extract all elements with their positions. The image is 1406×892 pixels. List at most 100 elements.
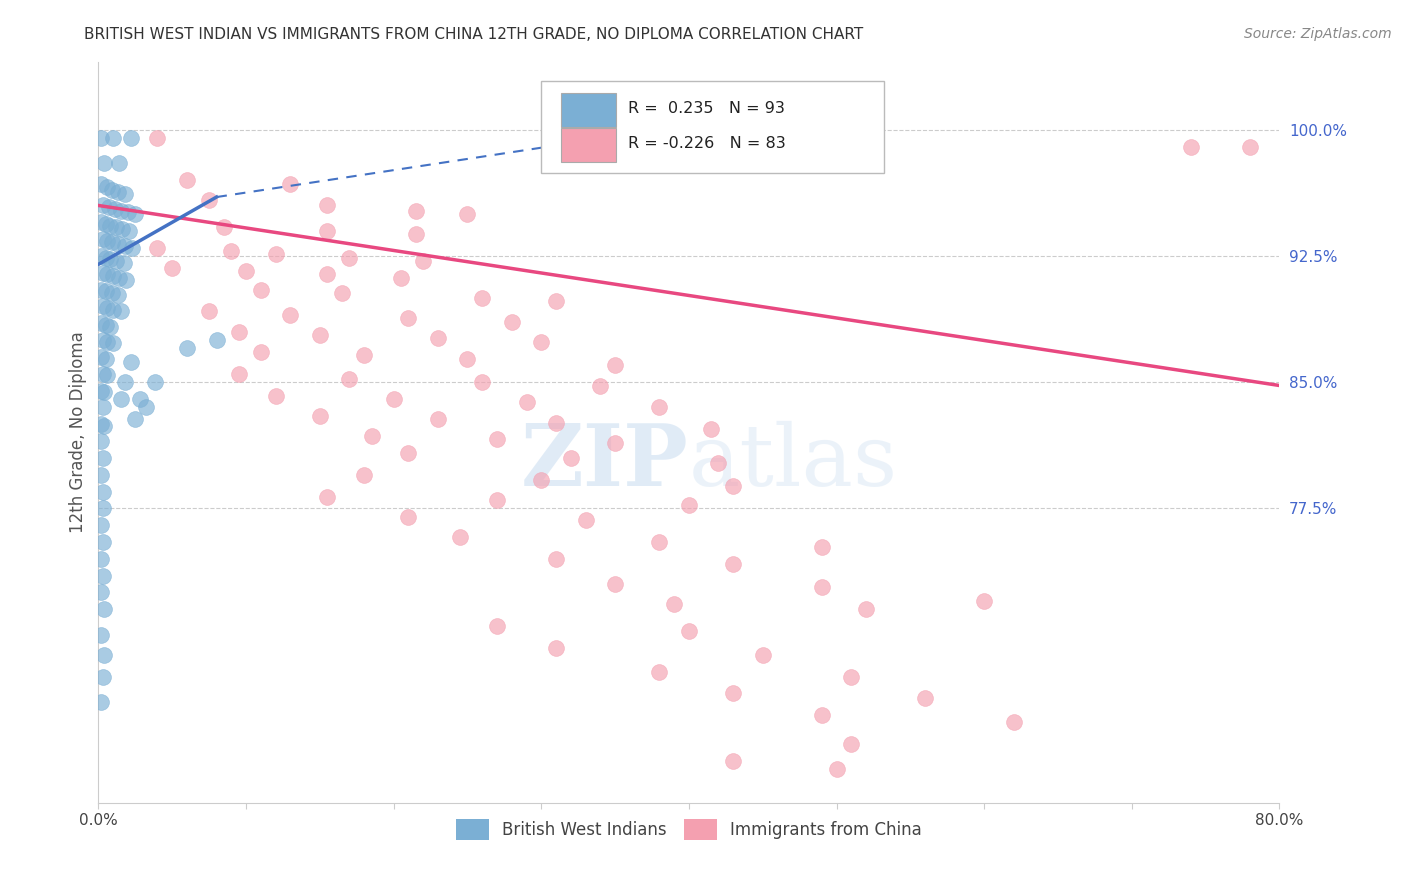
Point	[96, 301, 118, 315]
Point	[94, 217, 117, 231]
Point	[91, 535, 114, 549]
Point	[471, 291, 494, 305]
Point	[91, 501, 114, 516]
Point	[100, 235, 122, 250]
Point	[91, 367, 114, 381]
Point	[810, 581, 832, 595]
Point	[108, 270, 131, 285]
Point	[530, 473, 553, 487]
Legend: British West Indians, Immigrants from China: British West Indians, Immigrants from Ch…	[449, 813, 929, 847]
Point	[135, 401, 157, 415]
Point	[205, 333, 228, 347]
Point	[110, 304, 132, 318]
Point	[648, 535, 671, 549]
Point	[90, 551, 112, 566]
Point	[486, 619, 509, 633]
Point	[339, 372, 361, 386]
Point	[449, 530, 471, 544]
Point	[471, 375, 494, 389]
Point	[114, 186, 136, 201]
Point	[90, 585, 112, 599]
Point	[90, 316, 112, 330]
Point	[605, 359, 627, 373]
Point	[841, 737, 863, 751]
Point	[176, 342, 198, 356]
Point	[124, 412, 146, 426]
Point	[91, 198, 114, 212]
Point	[93, 648, 115, 662]
Point	[100, 285, 122, 300]
Point	[605, 577, 627, 591]
Point	[457, 207, 479, 221]
Point	[825, 762, 848, 776]
Point	[176, 173, 198, 187]
Point	[117, 205, 139, 219]
Point	[250, 283, 273, 297]
Point	[198, 194, 221, 208]
Point	[96, 334, 118, 349]
Point	[486, 492, 509, 507]
Text: R =  0.235   N = 93: R = 0.235 N = 93	[627, 101, 785, 116]
Point	[103, 131, 125, 145]
Point	[91, 401, 114, 415]
Point	[100, 183, 122, 197]
Point	[605, 435, 627, 450]
Point	[516, 395, 538, 409]
Point	[648, 665, 671, 679]
Point	[316, 224, 339, 238]
Point	[98, 319, 121, 334]
Point	[143, 375, 166, 389]
Point	[330, 285, 353, 300]
Point	[560, 450, 582, 465]
Point	[120, 131, 142, 145]
Point	[114, 375, 136, 389]
Point	[90, 434, 112, 448]
Point	[110, 203, 132, 218]
Point	[353, 467, 375, 482]
Point	[91, 266, 114, 280]
Point	[427, 331, 450, 345]
Point	[90, 131, 112, 145]
Point	[501, 315, 523, 329]
Point	[103, 302, 125, 317]
Point	[93, 156, 115, 170]
FancyBboxPatch shape	[541, 81, 884, 173]
Point	[104, 202, 127, 216]
Point	[91, 333, 114, 347]
Point	[94, 285, 117, 299]
Point	[486, 433, 509, 447]
Point	[280, 177, 302, 191]
Point	[90, 627, 112, 641]
Point	[115, 272, 138, 286]
Point	[1180, 139, 1202, 153]
Point	[91, 300, 114, 314]
Point	[90, 417, 112, 432]
Point	[90, 215, 112, 229]
Point	[93, 418, 115, 433]
Point	[93, 385, 115, 400]
Point	[855, 602, 877, 616]
Point	[412, 254, 434, 268]
Point	[93, 602, 115, 616]
Point	[97, 200, 120, 214]
Point	[110, 392, 132, 406]
Point	[94, 318, 117, 332]
Point	[118, 224, 141, 238]
Text: R = -0.226   N = 83: R = -0.226 N = 83	[627, 136, 786, 152]
Point	[316, 198, 339, 212]
Point	[96, 268, 118, 282]
Point	[398, 509, 420, 524]
Point	[228, 325, 250, 339]
Point	[648, 401, 671, 415]
Point	[98, 219, 121, 233]
Point	[316, 268, 339, 282]
Point	[90, 518, 112, 533]
Point	[316, 490, 339, 504]
Point	[825, 131, 848, 145]
Point	[107, 287, 129, 301]
Point	[398, 311, 420, 326]
Point	[353, 348, 375, 362]
Point	[146, 241, 169, 255]
Point	[128, 392, 150, 406]
Point	[752, 648, 775, 662]
